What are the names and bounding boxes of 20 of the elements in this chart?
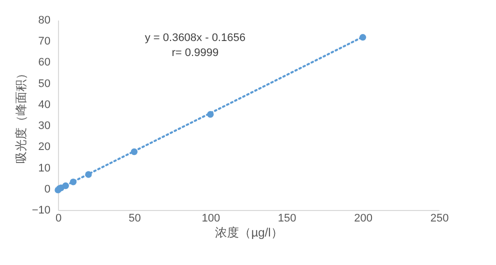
x-tick-label: 0 <box>55 212 62 224</box>
y-tick-label: −10 <box>32 204 50 216</box>
annotation: r= 0.9999 <box>172 47 219 59</box>
y-tick-label: 80 <box>38 14 50 26</box>
y-tick-label: 0 <box>44 183 50 196</box>
y-tick-label: 50 <box>38 78 50 90</box>
x-tick-label: 150 <box>278 212 296 224</box>
y-tick-label: 30 <box>38 120 50 132</box>
y-tick-label: 40 <box>38 98 50 111</box>
x-tick-label: 100 <box>202 212 220 224</box>
x-tick-label: 200 <box>354 212 372 224</box>
x-axis-title: 浓度（µg/l） <box>215 226 283 240</box>
annotation: y = 0.3608x - 0.1656 <box>144 32 246 44</box>
y-tick-label: 70 <box>38 36 50 48</box>
x-tick-label: 50 <box>128 212 141 224</box>
y-tick-label: 10 <box>38 162 50 174</box>
y-tick-label: 20 <box>38 141 50 154</box>
x-tick-label: 250 <box>430 212 449 224</box>
y-axis-title: 吸光度（峰面积） <box>14 68 28 164</box>
y-tick-label: 60 <box>38 56 50 69</box>
